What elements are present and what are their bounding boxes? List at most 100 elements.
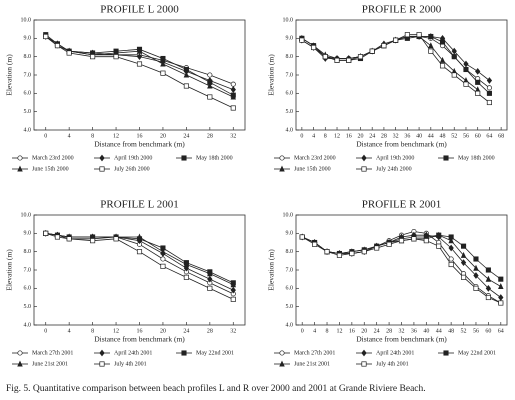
y-tick-label: 8.0 [24,249,32,255]
legend-marker [361,349,367,357]
marker [498,283,504,290]
x-tick-label: 44 [436,328,442,334]
y-tick-label: 6.0 [24,286,32,292]
legend-marker [181,155,187,161]
x-tick-label: 8 [91,328,94,334]
legend-marker [443,350,449,356]
marker [460,259,467,267]
x-tick-label: 64 [486,133,492,139]
legend-marker [361,154,367,162]
x-tick-label: 24 [374,328,380,334]
marker [485,294,491,301]
x-tick-label: 28 [207,133,213,139]
marker [183,71,190,78]
y-tick-label: 4.0 [24,322,32,328]
legend-label: March 27th 2001 [32,350,73,356]
marker [448,244,454,252]
x-tick-label: 0 [44,133,47,139]
legend-marker [279,360,285,367]
marker [136,53,143,61]
marker [448,256,454,262]
x-axis-label: Distance from benchmark (m) [356,335,447,344]
marker [66,50,72,56]
legend-marker [361,166,367,172]
chart-title: PROFILE L 2000 [100,4,179,16]
x-tick-label: 52 [461,328,467,334]
x-tick-label: 28 [381,133,387,139]
x-tick-label: 32 [393,133,399,139]
marker [451,54,457,60]
marker [439,56,446,63]
marker [230,105,236,111]
series-line [45,232,234,295]
marker [54,43,60,49]
series-line [45,232,234,286]
marker [230,93,237,100]
chart-title: PROFILE L 2001 [100,199,178,211]
x-tick-label: 40 [416,133,422,139]
x-tick-label: 64 [498,328,504,334]
marker [136,249,143,255]
y-tick-label: 5.0 [286,304,294,310]
x-tick-label: 16 [137,133,143,139]
marker [485,284,492,292]
marker [393,37,399,43]
legend-label: July 4th 2001 [376,361,409,367]
marker [136,233,143,240]
marker [473,285,479,291]
legend-label: July 24th 2000 [376,166,412,172]
series-line [45,232,234,300]
legend-marker [17,165,23,172]
marker [230,86,236,94]
x-axis-label: Distance from benchmark (m) [94,140,185,149]
x-tick-label: 60 [475,133,481,139]
marker [374,245,380,251]
legend-marker [279,165,285,172]
x-tick-label: 16 [137,328,143,334]
marker [473,256,479,262]
x-tick-label: 24 [183,328,189,334]
marker [448,237,454,244]
marker [113,236,119,242]
x-tick-label: 20 [160,133,166,139]
marker [160,248,166,255]
legend-label: June 15th 2000 [294,166,331,172]
marker [485,267,491,273]
x-tick-label: 12 [336,328,342,334]
x-tick-label: 0 [301,328,304,334]
marker [475,79,481,85]
legend-marker [181,350,187,356]
marker [160,55,166,62]
marker [90,54,96,60]
y-axis-label: Elevation (m) [5,249,14,291]
x-tick-label: 36 [411,328,417,334]
y-tick-label: 7.0 [286,267,294,273]
legend-label: June 15th 2000 [32,166,69,172]
marker [336,252,342,258]
x-tick-label: 16 [349,328,355,334]
x-tick-label: 28 [207,328,213,334]
marker [475,67,481,75]
x-tick-label: 0 [300,133,303,139]
y-tick-label: 5.0 [24,304,32,310]
legend-label: May 18th 2000 [458,155,495,161]
x-tick-label: 4 [313,328,316,334]
marker [183,66,189,73]
marker [485,275,492,282]
x-axis-label: Distance from benchmark (m) [94,335,185,344]
marker [404,32,410,38]
x-tick-label: 12 [113,133,119,139]
marker [463,66,469,73]
y-tick-label: 8.0 [286,249,294,255]
x-tick-label: 60 [485,328,491,334]
marker [160,70,166,76]
marker [398,238,405,244]
chart-title: PROFILE R 2001 [362,199,441,211]
x-tick-label: 32 [230,328,236,334]
y-axis-label: Elevation (m) [5,54,14,96]
marker [230,81,236,87]
marker [428,33,434,40]
legend-marker [17,155,23,161]
y-tick-label: 8.0 [24,54,32,60]
